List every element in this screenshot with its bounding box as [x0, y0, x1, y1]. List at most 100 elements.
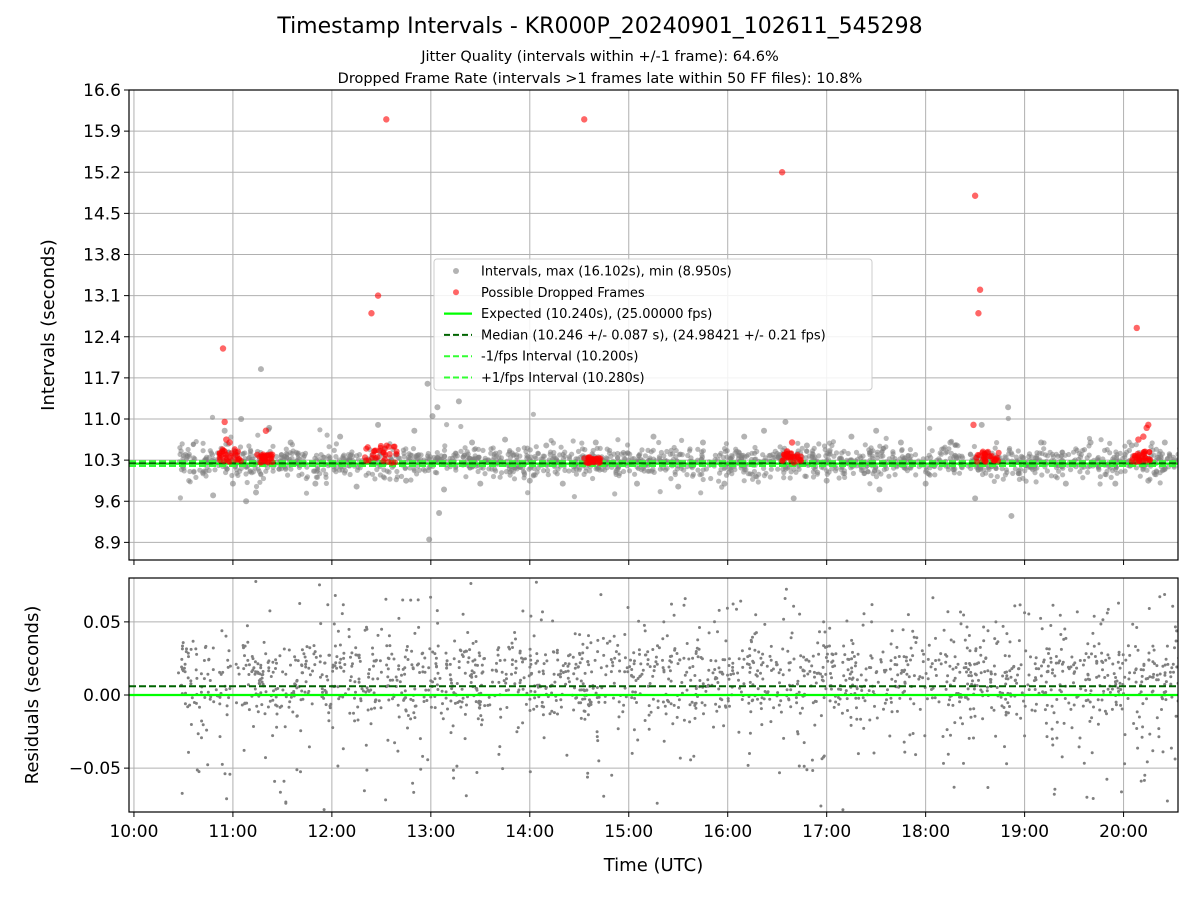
interval-point [1060, 472, 1066, 478]
residual-point [683, 597, 687, 601]
residual-point [617, 652, 621, 656]
residual-point [642, 623, 646, 627]
residual-point [682, 656, 686, 660]
interval-point [579, 446, 586, 452]
residual-point [646, 658, 650, 662]
residual-point [1052, 711, 1056, 715]
interval-point [833, 450, 840, 456]
interval-point [904, 468, 911, 474]
residual-point [198, 705, 201, 709]
interval-point [515, 446, 521, 453]
residual-point [1007, 654, 1011, 658]
residual-point [1115, 679, 1119, 683]
residual-point [428, 647, 432, 651]
residual-point [211, 668, 215, 672]
interval-point [1041, 446, 1047, 452]
residual-point [468, 648, 472, 652]
residual-point [409, 717, 413, 721]
residual-point [595, 686, 599, 689]
residual-point [1146, 677, 1150, 680]
residual-point [613, 656, 617, 660]
interval-point [394, 474, 400, 480]
residual-point [966, 687, 970, 691]
interval-point [650, 433, 657, 440]
residual-point [348, 679, 352, 682]
residual-point [491, 680, 494, 684]
residual-point [259, 666, 263, 670]
residual-point [698, 679, 702, 682]
residual-point [1168, 670, 1172, 674]
residual-point [582, 688, 586, 692]
residual-point [208, 679, 212, 682]
residual-point [846, 668, 850, 672]
residual-point [654, 655, 658, 659]
residual-point [682, 603, 686, 607]
residual-point [1090, 751, 1094, 755]
residual-point [1145, 760, 1149, 764]
residual-point [800, 706, 804, 710]
residual-point [556, 712, 559, 716]
residual-point [187, 750, 190, 754]
residual-point [1060, 755, 1064, 759]
dropped-frame-point [262, 427, 270, 434]
interval-point [787, 475, 793, 481]
residual-point [533, 690, 537, 694]
residual-point [785, 688, 789, 692]
interval-point [636, 453, 642, 459]
residual-point [1133, 671, 1136, 675]
interval-point [645, 468, 651, 474]
interval-point [830, 439, 837, 445]
y-tick-label: 11.7 [83, 369, 121, 389]
interval-point [244, 463, 251, 469]
residual-point [911, 732, 915, 735]
residual-point [528, 654, 532, 658]
interval-point [708, 475, 714, 482]
interval-point [337, 433, 344, 440]
residual-point [908, 733, 912, 737]
residual-point [469, 582, 473, 585]
residual-point [320, 673, 324, 677]
interval-point [1165, 455, 1171, 462]
residual-point [937, 700, 941, 704]
residual-point [846, 657, 850, 661]
residual-point [738, 686, 742, 690]
residual-point [245, 624, 249, 628]
residual-point [740, 649, 744, 653]
residual-point [448, 673, 452, 677]
residual-point [463, 712, 467, 716]
residual-point [1012, 664, 1016, 668]
residual-point [699, 656, 703, 659]
y-tick-label: 10.3 [83, 451, 121, 471]
dropped-frame-point [1145, 421, 1152, 429]
residual-point [636, 677, 640, 680]
dropped-frame-point [226, 458, 233, 465]
residual-point [907, 675, 911, 679]
interval-point [559, 480, 566, 487]
residual-point [578, 661, 582, 665]
interval-point [791, 466, 797, 472]
residual-point [641, 668, 645, 672]
residual-point [574, 696, 578, 700]
residual-point [413, 631, 417, 635]
interval-point [320, 467, 327, 473]
interval-point [547, 449, 554, 455]
residual-point [1135, 626, 1139, 629]
residual-point [474, 640, 478, 643]
residual-point [923, 734, 927, 738]
residual-point [1023, 611, 1027, 615]
residual-point [735, 607, 738, 611]
residual-point [539, 618, 543, 622]
interval-point [527, 447, 533, 453]
residual-point [403, 672, 407, 676]
residual-point [748, 731, 752, 735]
interval-point [1161, 439, 1168, 446]
interval-point [1122, 468, 1128, 474]
residual-point [529, 658, 533, 662]
interval-point [1005, 404, 1012, 411]
interval-point [972, 495, 979, 502]
residual-point [435, 683, 439, 687]
residual-point [628, 665, 632, 669]
residual-point [180, 647, 184, 651]
residual-point [341, 695, 345, 699]
residual-point [186, 651, 190, 655]
